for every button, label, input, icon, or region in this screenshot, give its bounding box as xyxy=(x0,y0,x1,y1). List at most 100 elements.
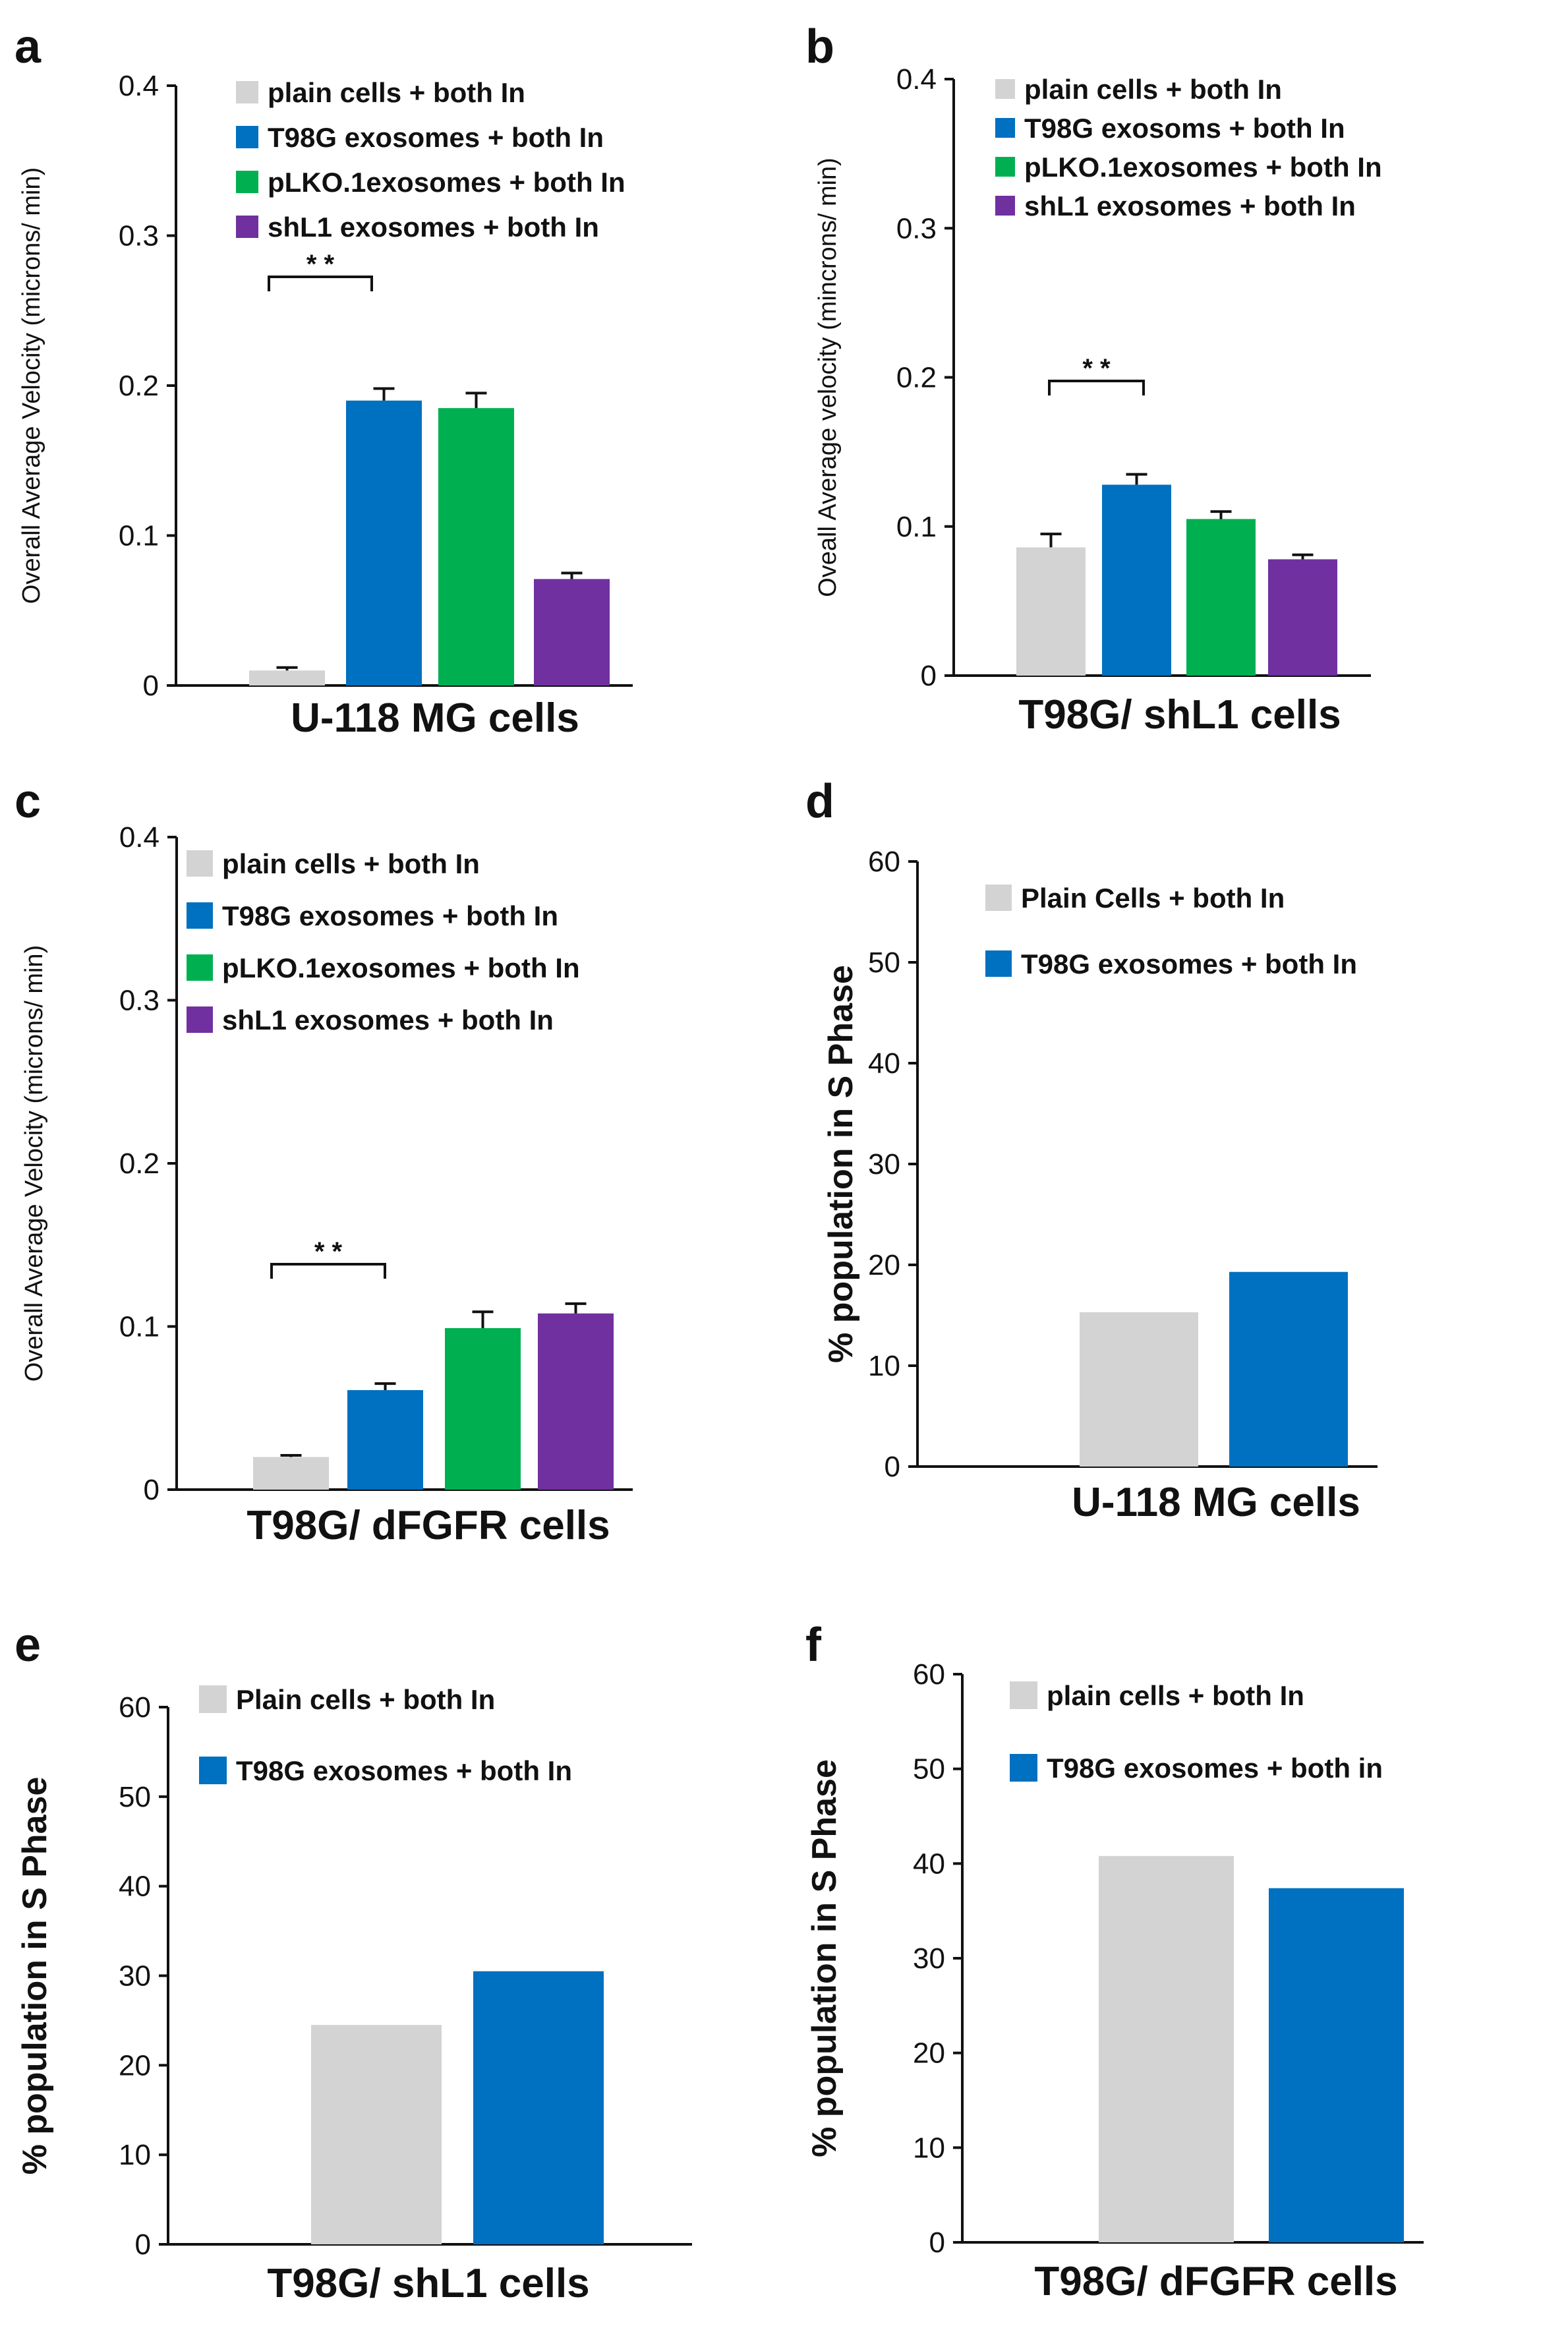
significance-bracket xyxy=(268,276,373,291)
y-tick-label: 0.1 xyxy=(896,511,937,543)
significance-marker: * * xyxy=(1082,354,1111,383)
y-tick-label: 30 xyxy=(913,1942,945,1975)
significance-marker: * * xyxy=(306,250,335,279)
y-tick-label: 50 xyxy=(913,1753,945,1786)
bar-1 xyxy=(1080,1312,1198,1467)
y-tick-label: 50 xyxy=(868,947,900,979)
y-tick-label: 0 xyxy=(885,1451,900,1483)
y-tick-label: 0.3 xyxy=(119,985,160,1017)
legend-label-3: pLKO.1exosomes + both In xyxy=(268,167,625,198)
y-tick-label: 60 xyxy=(119,1691,151,1724)
panel-letter: c xyxy=(15,775,41,828)
significance-marker: * * xyxy=(314,1237,343,1266)
x-axis-label: T98G/ dFGFR cells xyxy=(1034,2259,1397,2304)
y-tick-label: 20 xyxy=(119,2049,151,2082)
legend-swatch-2 xyxy=(985,950,1012,977)
legend-label-2: T98G exosomes + both In xyxy=(1021,948,1357,979)
legend-swatch-2 xyxy=(995,118,1015,138)
legend-swatch-1 xyxy=(985,885,1012,911)
bar-1 xyxy=(253,1457,329,1490)
bar-4 xyxy=(534,579,610,685)
y-tick-label: 0.3 xyxy=(119,220,159,252)
chart-panel-b: b 0 0.1 0.2 0.3 0.4 Oveall Average velocity (m… xyxy=(805,20,1382,738)
y-axis-label: Overall Average Velocity (microns/ min) xyxy=(20,945,48,1382)
y-tick-label: 10 xyxy=(868,1350,900,1382)
y-tick-label: 0.2 xyxy=(119,370,159,402)
error-bar-4 xyxy=(561,571,583,579)
y-tick-label: 0.2 xyxy=(896,362,937,394)
chart-panel-a: a 0 0.1 0.2 0.3 0.4 Overall Average Velocity (… xyxy=(15,20,633,741)
y-tick-label: 0.4 xyxy=(896,63,937,96)
legend-label-2: T98G exosomes + both In xyxy=(268,122,604,153)
legend-label-2: T98G exosoms + both In xyxy=(1024,113,1345,144)
bar-1 xyxy=(1099,1855,1234,2242)
y-tick-label: 0 xyxy=(143,670,159,702)
legend-swatch-3 xyxy=(236,171,258,193)
x-axis-label: U-118 MG cells xyxy=(291,695,579,741)
legend-label-3: pLKO.1exosomes + both In xyxy=(222,952,580,983)
bar-2 xyxy=(1102,484,1171,676)
chart-panel-d: d 0 10 20 30 40 50 60 % population in S Phase U-1… xyxy=(805,775,1378,1525)
legend-label-4: shL1 exosomes + both In xyxy=(1024,190,1356,221)
y-axis-label: % population in S Phase xyxy=(16,1777,54,2175)
bar-2 xyxy=(1269,1888,1404,2242)
legend: plain cells + both In T98G exosomes + bot… xyxy=(1010,1680,1383,1784)
error-bar-1 xyxy=(280,1454,302,1457)
legend-label-3: pLKO.1exosomes + both In xyxy=(1024,152,1382,183)
chart-panel-c: c 0 0.1 0.2 0.3 0.4 Overall Average Velocity (… xyxy=(15,775,633,1548)
legend-swatch-2 xyxy=(1010,1754,1037,1782)
legend: plain cells + both In T98G exosoms + both… xyxy=(995,74,1382,221)
error-bar-4 xyxy=(565,1302,587,1314)
significance-bracket xyxy=(270,1263,386,1279)
legend-label-4: shL1 exosomes + both In xyxy=(222,1005,554,1035)
error-bar-2 xyxy=(373,387,395,401)
panel-letter: b xyxy=(805,20,834,73)
bar-2 xyxy=(346,400,422,685)
legend-swatch-1 xyxy=(199,1685,227,1713)
legend-label-1: plain cells + both In xyxy=(268,77,525,108)
y-tick-label: 0.1 xyxy=(119,520,159,552)
legend-swatch-3 xyxy=(187,954,213,981)
y-tick-label: 0.4 xyxy=(119,821,160,854)
legend-swatch-4 xyxy=(995,196,1015,216)
legend-label-1: Plain Cells + both In xyxy=(1021,883,1285,914)
panel-letter: f xyxy=(805,1619,822,1672)
error-bar-2 xyxy=(374,1382,396,1391)
y-axis-label: Oveall Average velocity (mincrons/ min) xyxy=(814,158,842,597)
legend: Plain cells + both In T98G exosomes + bot… xyxy=(199,1684,572,1786)
y-axis-label: Overall Average Velocity (microns/ min) xyxy=(18,167,45,604)
y-tick-label: 50 xyxy=(119,1781,151,1813)
legend-swatch-1 xyxy=(187,850,213,877)
error-bar-4 xyxy=(1292,553,1314,560)
legend-label-2: T98G exosomes + both In xyxy=(222,900,558,931)
y-tick-label: 60 xyxy=(868,846,900,878)
x-axis-label: T98G/ dFGFR cells xyxy=(247,1503,610,1548)
y-tick-label: 0.4 xyxy=(119,70,159,102)
legend-label-1: plain cells + both In xyxy=(1047,1680,1304,1711)
legend: Plain Cells + both In T98G exosomes + bot… xyxy=(985,883,1357,979)
chart-panel-f: f 0 10 20 30 40 50 60 % population in S Phase T98… xyxy=(805,1619,1424,2304)
bar-1 xyxy=(249,670,325,685)
error-bar-3 xyxy=(472,1310,494,1328)
legend: plain cells + both In T98G exosomes + bot… xyxy=(187,848,580,1035)
y-tick-label: 0 xyxy=(135,2228,151,2261)
y-tick-label: 0.1 xyxy=(119,1311,160,1343)
legend-swatch-2 xyxy=(199,1757,227,1784)
y-tick-label: 30 xyxy=(868,1148,900,1180)
legend-label-1: plain cells + both In xyxy=(222,848,480,879)
y-tick-label: 0.3 xyxy=(896,212,937,245)
legend-label-1: plain cells + both In xyxy=(1024,74,1282,105)
x-axis-label: U-118 MG cells xyxy=(1072,1480,1360,1525)
legend-swatch-3 xyxy=(995,157,1015,177)
bar-1 xyxy=(311,2025,442,2244)
y-tick-label: 20 xyxy=(913,2037,945,2070)
bar-3 xyxy=(445,1327,521,1490)
error-bar-1 xyxy=(1040,533,1062,548)
error-bar-1 xyxy=(276,666,298,671)
y-axis-label: % population in S Phase xyxy=(805,1759,844,2157)
panel-letter: a xyxy=(15,20,42,73)
bar-2 xyxy=(473,1971,604,2244)
y-tick-label: 10 xyxy=(119,2139,151,2171)
legend-swatch-1 xyxy=(995,79,1015,99)
